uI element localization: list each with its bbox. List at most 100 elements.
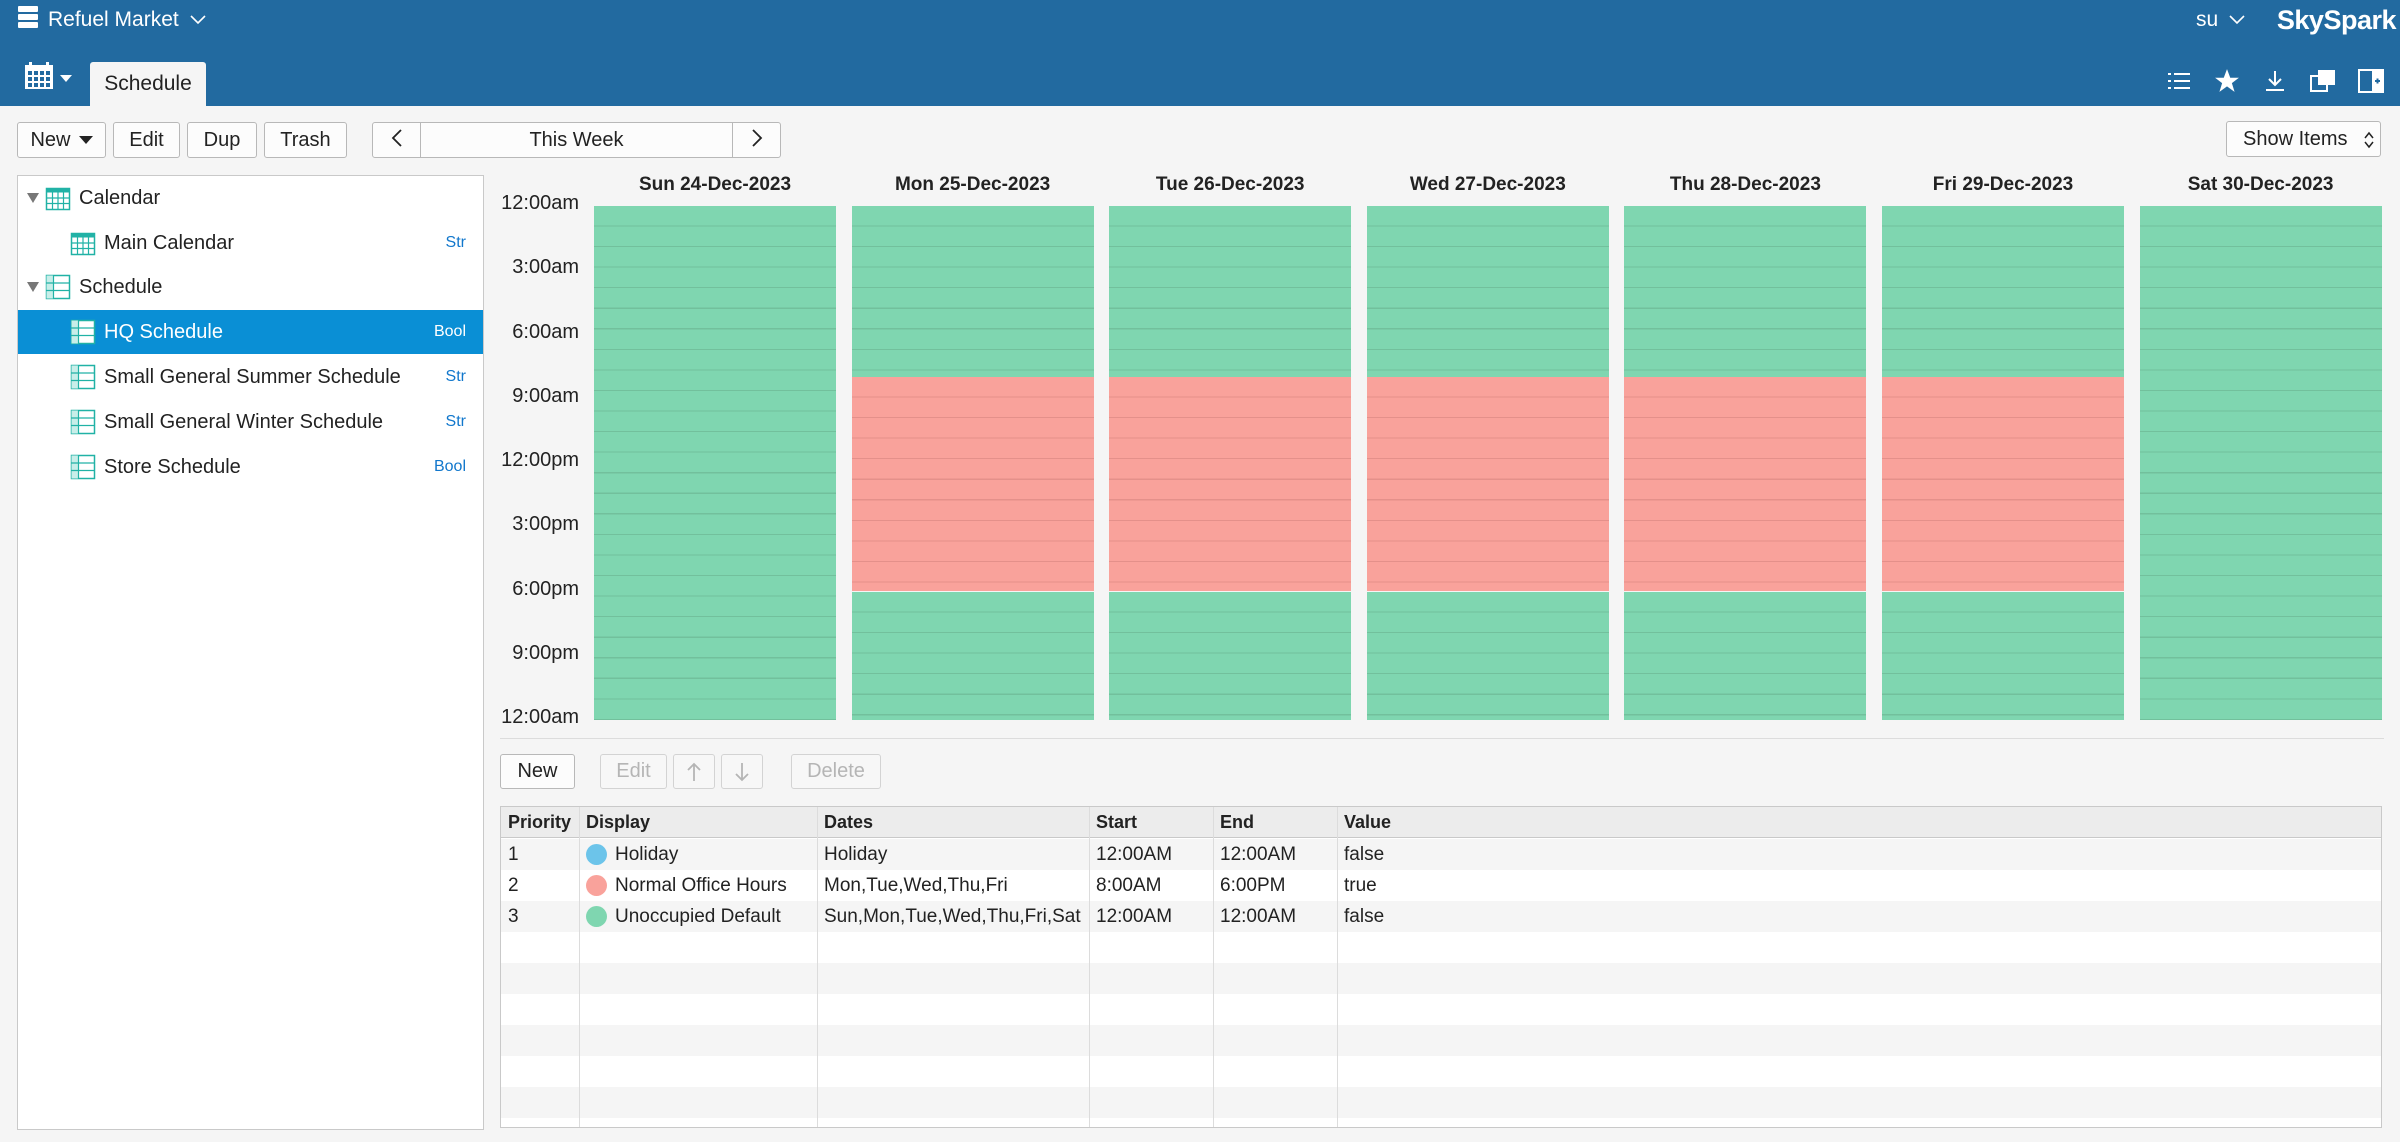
star-icon[interactable] — [2212, 66, 2242, 96]
caret-down-icon — [78, 135, 93, 145]
unoccupied-block[interactable] — [1366, 591, 1609, 720]
table-row[interactable]: 3 Unoccupied Default Sun,Mon,Tue,Wed,Thu,F… — [501, 901, 2381, 932]
trash-button[interactable]: Trash — [264, 122, 347, 158]
schedule-icon — [70, 409, 96, 435]
tree-item[interactable]: Main Calendar Str — [18, 221, 483, 265]
user-menu[interactable]: su — [2196, 0, 2246, 40]
unoccupied-block[interactable] — [1882, 591, 2124, 720]
show-items-select[interactable]: Show Items — [2226, 121, 2381, 157]
day-column[interactable] — [594, 206, 836, 720]
day-column[interactable] — [1882, 206, 2124, 720]
day-column[interactable] — [1366, 206, 1609, 720]
calendar-icon — [45, 185, 71, 211]
unoccupied-block[interactable] — [1624, 591, 1867, 720]
chevron-down-icon — [189, 8, 207, 32]
day-column[interactable] — [851, 206, 1094, 720]
schedule-tree: Calendar Main Calendar Str Schedule HQ Sched… — [17, 175, 484, 1130]
new-button-label: New — [30, 128, 71, 151]
split-view-icon[interactable] — [2356, 66, 2386, 96]
time-label: 12:00am — [501, 192, 579, 214]
select-arrows-icon — [2364, 131, 2374, 149]
occupied-block[interactable] — [1366, 377, 1609, 592]
column-header[interactable]: Value — [1344, 812, 1392, 832]
unoccupied-block[interactable] — [1366, 206, 1609, 378]
unoccupied-block[interactable] — [1882, 206, 2124, 378]
tree-item-label: Small General Summer Schedule — [104, 365, 401, 388]
cell-start: 12:00AM — [1096, 905, 1173, 927]
column-header[interactable]: Priority — [508, 812, 572, 832]
column-header[interactable]: Display — [586, 812, 651, 832]
brand-logo: SkySpark — [2276, 5, 2397, 35]
color-swatch-icon — [586, 875, 607, 896]
dup-button[interactable]: Dup — [187, 122, 257, 158]
table-row[interactable]: 2 Normal Office Hours Mon,Tue,Wed,Thu,Fri 8… — [501, 870, 2381, 901]
list-icon[interactable] — [2164, 66, 2194, 96]
edit-button[interactable]: Edit — [113, 122, 180, 158]
tree-item[interactable]: Small General Summer Schedule Str — [18, 355, 483, 399]
column-divider — [1213, 807, 1214, 1127]
delete-item-button[interactable]: Delete — [791, 754, 881, 789]
unoccupied-block[interactable] — [1109, 206, 1352, 378]
chevron-left-icon — [391, 128, 403, 153]
cell-dates: Mon,Tue,Wed,Thu,Fri — [824, 874, 1008, 896]
database-icon — [18, 5, 38, 35]
table-row[interactable]: 1 Holiday Holiday 12:00AM 12:00AM false — [501, 839, 2381, 870]
expand-triangle-icon[interactable] — [27, 187, 39, 210]
schedule-icon — [70, 454, 96, 480]
previous-week-button[interactable] — [373, 123, 421, 157]
unoccupied-block[interactable] — [851, 206, 1094, 378]
new-item-button[interactable]: New — [500, 754, 575, 789]
occupied-block[interactable] — [851, 377, 1094, 592]
tree-item[interactable]: Small General Winter Schedule Str — [18, 400, 483, 444]
cell-start: 12:00AM — [1096, 843, 1173, 865]
unoccupied-block[interactable] — [1109, 591, 1352, 720]
occupied-block[interactable] — [1109, 377, 1352, 592]
day-column[interactable] — [2139, 206, 2382, 720]
day-header: Wed 27-Dec-2023 — [1409, 174, 1566, 195]
unoccupied-block[interactable] — [851, 591, 1094, 720]
next-week-button[interactable] — [732, 123, 780, 157]
tree-item[interactable]: Schedule — [18, 265, 483, 309]
tree-item[interactable]: HQ Schedule Bool — [18, 310, 483, 354]
occupied-block[interactable] — [1624, 377, 1867, 592]
unoccupied-block[interactable] — [1624, 206, 1867, 378]
empty-row — [501, 1087, 2381, 1118]
column-header[interactable]: Dates — [824, 812, 874, 832]
new-window-icon[interactable] — [2308, 66, 2338, 96]
time-label: 6:00am — [512, 320, 579, 343]
day-column[interactable] — [1624, 206, 1867, 720]
table-header: Priority Display Dates Start End Value — [501, 807, 2381, 838]
tree-item[interactable]: Store Schedule Bool — [18, 445, 483, 489]
time-label: 3:00am — [512, 256, 579, 279]
empty-row — [501, 932, 2381, 963]
display-label: Holiday — [615, 843, 679, 865]
schedule-icon — [70, 364, 96, 390]
project-selector[interactable]: Refuel Market — [18, 0, 207, 40]
column-header[interactable]: Start — [1096, 812, 1138, 832]
move-down-button[interactable] — [721, 754, 763, 789]
column-header[interactable]: End — [1220, 812, 1254, 832]
top-bar: Refuel Market su SkySpark — [0, 0, 2400, 40]
cell-display: Normal Office Hours — [579, 870, 817, 901]
view-tools — [2164, 66, 2386, 96]
unoccupied-block[interactable] — [2139, 206, 2382, 720]
new-menu-button[interactable]: New — [17, 122, 106, 158]
tree-item[interactable]: Calendar — [18, 176, 483, 220]
expand-triangle-icon[interactable] — [27, 276, 39, 299]
download-icon[interactable] — [2260, 66, 2290, 96]
unoccupied-block[interactable] — [594, 206, 836, 720]
cell-value: true — [1344, 874, 1377, 896]
time-label: 9:00pm — [512, 641, 579, 664]
occupied-block[interactable] — [1882, 377, 2124, 592]
app-menu-button[interactable] — [24, 62, 72, 95]
day-column[interactable] — [1109, 206, 1352, 720]
tree-item-kind: Str — [445, 234, 466, 251]
edit-item-button[interactable]: Edit — [600, 754, 667, 789]
week-range-selector[interactable]: This Week — [529, 128, 624, 151]
tab-schedule[interactable]: Schedule — [90, 62, 206, 106]
tree-item-kind: Str — [445, 368, 466, 385]
tree-item-label: Store Schedule — [104, 455, 241, 478]
move-up-button[interactable] — [673, 754, 715, 789]
column-divider — [579, 807, 580, 1127]
time-label: 3:00pm — [512, 513, 579, 536]
